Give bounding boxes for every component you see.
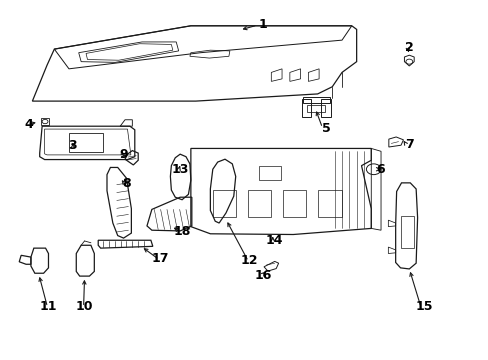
Text: 3: 3 xyxy=(68,139,77,152)
Text: 5: 5 xyxy=(322,122,330,135)
Text: 11: 11 xyxy=(40,300,57,313)
Text: 10: 10 xyxy=(76,300,93,313)
Text: 16: 16 xyxy=(254,269,271,282)
Bar xyxy=(283,190,306,217)
Text: 2: 2 xyxy=(404,41,413,54)
Text: 15: 15 xyxy=(414,300,432,313)
Bar xyxy=(318,190,341,217)
Bar xyxy=(400,216,413,248)
Text: 6: 6 xyxy=(376,163,385,176)
Text: 7: 7 xyxy=(404,138,413,150)
Bar xyxy=(69,133,103,152)
Text: 18: 18 xyxy=(173,225,190,238)
Bar xyxy=(259,166,281,180)
Text: 8: 8 xyxy=(122,177,131,190)
Text: 13: 13 xyxy=(171,163,188,176)
Text: 17: 17 xyxy=(152,252,169,265)
Bar xyxy=(212,190,236,217)
Text: 4: 4 xyxy=(24,118,33,131)
Text: 1: 1 xyxy=(258,18,267,31)
Bar xyxy=(247,190,271,217)
Text: 12: 12 xyxy=(240,254,258,267)
Text: 14: 14 xyxy=(265,234,283,247)
Text: 9: 9 xyxy=(119,148,128,161)
